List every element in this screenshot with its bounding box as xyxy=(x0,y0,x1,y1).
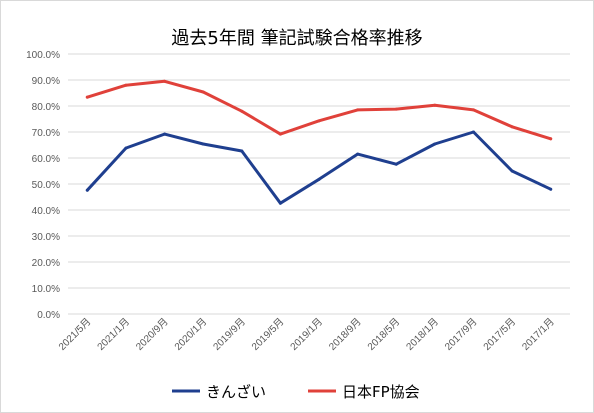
data-point xyxy=(163,79,167,83)
x-tick-label: 2019/1月 xyxy=(288,316,325,353)
y-tick-label: 90.0% xyxy=(32,76,60,87)
data-point xyxy=(317,119,321,123)
y-tick-label: 0.0% xyxy=(37,310,60,321)
x-tick-label: 2021/5月 xyxy=(56,316,93,353)
x-tick-label: 2018/5月 xyxy=(365,316,402,353)
data-point xyxy=(510,169,514,173)
data-point xyxy=(124,146,128,150)
data-point xyxy=(394,107,398,111)
y-tick-label: 100.0% xyxy=(26,50,60,61)
data-point xyxy=(356,108,360,112)
data-point xyxy=(201,142,205,146)
data-point xyxy=(201,90,205,94)
legend: きんざい 日本FP協会 xyxy=(172,383,420,401)
x-tick-label: 2020/9月 xyxy=(133,316,170,353)
y-tick-label: 80.0% xyxy=(32,102,60,113)
data-point xyxy=(278,132,282,136)
x-tick-label: 2017/1月 xyxy=(520,316,557,353)
legend-label: きんざい xyxy=(206,383,266,401)
data-point xyxy=(163,132,167,136)
x-tick-label: 2021/1月 xyxy=(95,316,132,353)
data-point xyxy=(85,188,89,192)
y-tick-label: 70.0% xyxy=(32,128,60,139)
y-tick-label: 10.0% xyxy=(32,284,60,295)
x-tick-label: 2017/9月 xyxy=(442,316,479,353)
data-point xyxy=(471,108,475,112)
data-point xyxy=(549,187,553,191)
y-tick-label: 60.0% xyxy=(32,154,60,165)
data-point xyxy=(510,125,514,129)
x-tick-label: 2017/5月 xyxy=(481,316,518,353)
x-tick-label: 2020/1月 xyxy=(172,316,209,353)
data-point xyxy=(394,162,398,166)
y-tick-label: 30.0% xyxy=(32,232,60,243)
data-point xyxy=(124,83,128,87)
data-point xyxy=(240,149,244,153)
y-tick-label: 40.0% xyxy=(32,206,60,217)
data-point xyxy=(433,142,437,146)
y-tick-label: 50.0% xyxy=(32,180,60,191)
data-point xyxy=(85,95,89,99)
data-point xyxy=(278,201,282,205)
data-point xyxy=(433,103,437,107)
data-point xyxy=(240,109,244,113)
x-axis: 2021/5月 2021/1月 2020/9月 2020/1月 2019/9月 2019/… xyxy=(56,316,557,353)
series-line-0 xyxy=(85,130,553,205)
data-point xyxy=(549,137,553,141)
chart-title: 過去5年間 筆記試験合格率推移 xyxy=(171,28,422,49)
legend-label: 日本FP協会 xyxy=(342,383,420,401)
series-line-1 xyxy=(85,79,553,141)
series-lines xyxy=(85,79,553,205)
x-tick-label: 2019/5月 xyxy=(249,316,286,353)
y-tick-label: 20.0% xyxy=(32,258,60,269)
y-axis: 0.0% 10.0% 20.0% 30.0% 40.0% 50.0% 60.0% 70.0% 8… xyxy=(26,50,60,321)
x-tick-label: 2019/9月 xyxy=(211,316,248,353)
x-tick-label: 2018/9月 xyxy=(327,316,364,353)
grid xyxy=(68,53,570,315)
data-point xyxy=(317,177,321,181)
data-point xyxy=(471,130,475,134)
x-tick-label: 2018/1月 xyxy=(404,316,441,353)
data-point xyxy=(356,152,360,156)
